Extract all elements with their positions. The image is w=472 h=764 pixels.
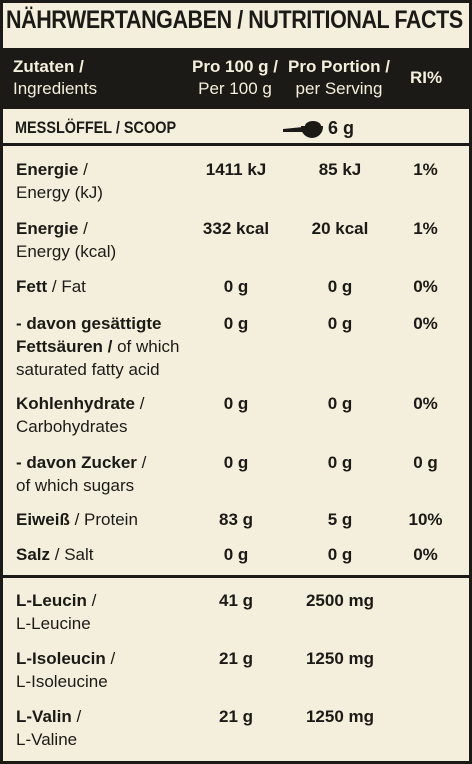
header-per-100g-en: Per 100 g [198, 79, 272, 98]
row-label: Energie / Energy (kcal) [16, 219, 117, 261]
value-per-serving: 85 kJ [318, 160, 362, 179]
value-per-100g: 41 g [218, 591, 254, 610]
row-label: - davon Zucker / of which sugars [16, 453, 147, 495]
scoop-row: MESSLÖFFEL / SCOOP 6 g [3, 112, 469, 146]
nutrition-panel [3, 3, 469, 761]
value-per-serving: 5 g [327, 510, 353, 529]
value-per-serving: 0 g [327, 453, 353, 472]
value-per-100g: 332 kcal [202, 219, 270, 238]
page-title: NÄHRWERTANGABEN / NUTRITIONAL FACTS [6, 6, 463, 34]
value-per-serving: 0 g [327, 545, 353, 564]
value-per-100g: 0 g [223, 314, 249, 333]
value-per-100g: 0 g [223, 277, 249, 296]
value-per-serving: 0 g [327, 394, 353, 413]
value-ri: 1% [413, 219, 438, 238]
row-label: Fett / Fat [16, 277, 86, 296]
value-per-100g: 21 g [218, 649, 254, 668]
row-label: Kohlenhydrate / Carbohydrates [16, 394, 145, 436]
value-ri: 0 g [413, 453, 438, 472]
value-ri: 0% [413, 314, 438, 333]
section-divider [3, 575, 469, 578]
value-per-100g: 1411 kJ [205, 160, 267, 179]
row-label: L-Leucin / L-Leucine [16, 591, 97, 633]
value-per-serving: 1250 mg [305, 707, 375, 726]
header-ri: RI% [398, 67, 454, 89]
value-ri: 1% [413, 160, 438, 179]
header-per-serving: Pro Portion / per Serving [282, 56, 396, 100]
header-per-serving-en: per Serving [295, 79, 383, 98]
value-per-serving: 1250 mg [305, 649, 375, 668]
header-per-100g-de: Pro 100 g / [192, 57, 278, 76]
header-per-100g: Pro 100 g / Per 100 g [185, 56, 285, 100]
value-per-100g: 0 g [223, 394, 249, 413]
value-per-100g: 0 g [223, 453, 249, 472]
row-label: L-Valin / L-Valine [16, 707, 82, 749]
row-label: L-Isoleucin / L-Isoleucine [16, 649, 116, 691]
row-label: Eiweiß / Protein [16, 510, 138, 529]
header-per-serving-de: Pro Portion / [288, 57, 390, 76]
row-label: Energie / Energy (kJ) [16, 160, 103, 202]
value-ri: 10% [408, 510, 443, 529]
value-per-serving: 0 g [327, 314, 353, 333]
value-per-100g: 21 g [218, 707, 254, 726]
header-ingredients: Zutaten / Ingredients [13, 56, 97, 100]
value-ri: 0% [413, 394, 438, 413]
value-ri: 0% [413, 277, 438, 296]
value-per-100g: 83 g [218, 510, 254, 529]
value-per-serving: 2500 mg [305, 591, 375, 610]
scoop-value: 6 g [328, 118, 355, 138]
value-per-serving: 0 g [327, 277, 353, 296]
value-per-100g: 0 g [223, 545, 249, 564]
header-ingredients-en: Ingredients [13, 79, 98, 98]
value-ri: 0% [413, 545, 438, 564]
value-per-serving: 20 kcal [311, 219, 369, 238]
table-header: Zutaten / Ingredients Pro 100 g / Per 10… [3, 48, 469, 109]
scoop-label: MESSLÖFFEL / SCOOP [15, 118, 177, 137]
header-ri-label: RI% [409, 68, 443, 87]
row-label: - davon gesättigte Fettsäuren / of which s… [16, 314, 180, 379]
row-label: Salz / Salt [16, 545, 94, 564]
scoop-icon [283, 121, 323, 138]
header-ingredients-de: Zutaten / [13, 57, 84, 76]
